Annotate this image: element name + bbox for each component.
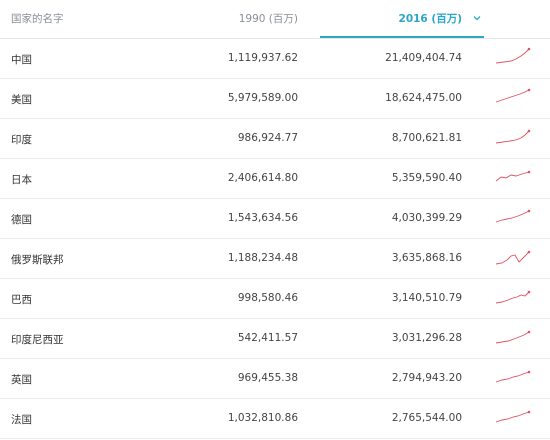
value-2016: 3,635,868.16 [391,252,462,264]
value-2016: 3,140,510.79 [391,292,462,304]
value-2016: 2,765,544.00 [391,412,462,424]
sparkline-endpoint [527,370,531,374]
value-2016: 18,624,475.00 [385,92,462,104]
value-2016: 2,794,943.20 [391,372,462,384]
country-name: 法国 [11,414,32,426]
value-2016: 5,359,590.40 [391,172,462,184]
sparkline-endpoint [527,209,531,213]
value-1990: 1,188,234.48 [227,252,298,264]
sparkline-trend [495,209,531,223]
table-row[interactable]: 俄罗斯联邦 1,188,234.48 3,635,868.16 [0,239,550,279]
sparkline-line [495,371,530,383]
sparkline-trend [495,410,531,423]
column-header-1990[interactable]: 1990 (百万) [238,13,298,25]
country-name: 中国 [11,54,32,66]
table-row[interactable]: 巴西 998,580.46 3,140,510.79 [0,279,550,319]
value-1990: 5,979,589.00 [227,92,298,104]
sparkline-endpoint [527,129,531,133]
sparkline-line [495,130,530,144]
sparkline-endpoint [527,330,531,334]
sparkline-trend [495,129,531,144]
table-header: 国家的名字 1990 (百万) 2016 (百万) [0,0,550,39]
sparkline-line [495,251,530,265]
country-name: 印度 [11,134,32,146]
column-header-2016-label: 2016 (百万) [398,13,462,25]
sparkline-trend [495,170,531,182]
value-2016: 8,700,621.81 [391,132,462,144]
value-1990: 2,406,614.80 [227,172,298,184]
sparkline-line [495,411,530,423]
column-header-2016-sorted[interactable]: 2016 (百万) [320,0,484,38]
sparkline-line [495,331,530,344]
table-row[interactable]: 日本 2,406,614.80 5,359,590.40 [0,159,550,199]
sparkline-endpoint [527,290,531,294]
value-1990: 1,119,937.62 [227,52,298,64]
sparkline-trend [495,88,531,103]
sparkline-trend [495,330,531,344]
table-row[interactable]: 美国 5,979,589.00 18,624,475.00 [0,79,550,119]
sparkline-endpoint [527,88,531,92]
sparkline-line [495,210,530,223]
country-name: 印度尼西亚 [11,334,64,346]
sparkline-trend [495,47,531,64]
country-name: 英国 [11,374,32,386]
value-1990: 1,032,810.86 [227,412,298,424]
country-name: 俄罗斯联邦 [11,254,64,266]
sparkline-line [495,48,530,64]
sparkline-line [495,171,530,182]
value-1990: 986,924.77 [237,132,298,144]
table-row[interactable]: 印度尼西亚 542,411.57 3,031,296.28 [0,319,550,359]
table-row[interactable]: 中国 1,119,937.62 21,409,404.74 [0,39,550,79]
sparkline-line [495,291,530,304]
sparkline-endpoint [527,410,531,414]
chevron-down-icon[interactable] [472,13,482,23]
table-row[interactable]: 德国 1,543,634.56 4,030,399.29 [0,199,550,239]
sparkline-endpoint [527,47,531,51]
value-2016: 4,030,399.29 [391,212,462,224]
sparkline-trend [495,250,531,265]
table-row[interactable]: 法国 1,032,810.86 2,765,544.00 [0,399,550,439]
sparkline-trend [495,370,531,383]
country-name: 巴西 [11,294,32,306]
table-row[interactable]: 印度 986,924.77 8,700,621.81 [0,119,550,159]
value-2016: 3,031,296.28 [391,332,462,344]
value-2016: 21,409,404.74 [385,52,462,64]
column-header-country[interactable]: 国家的名字 [11,13,64,25]
value-1990: 1,543,634.56 [227,212,298,224]
sparkline-trend [495,290,531,304]
value-1990: 998,580.46 [237,292,298,304]
sparkline-endpoint [527,250,531,254]
value-1990: 542,411.57 [237,332,298,344]
country-name: 德国 [11,214,32,226]
sparkline-endpoint [527,170,531,174]
table-row[interactable]: 英国 969,455.38 2,794,943.20 [0,359,550,399]
value-1990: 969,455.38 [237,372,298,384]
country-name: 日本 [11,174,32,186]
sparkline-line [495,89,530,103]
country-name: 美国 [11,94,32,106]
